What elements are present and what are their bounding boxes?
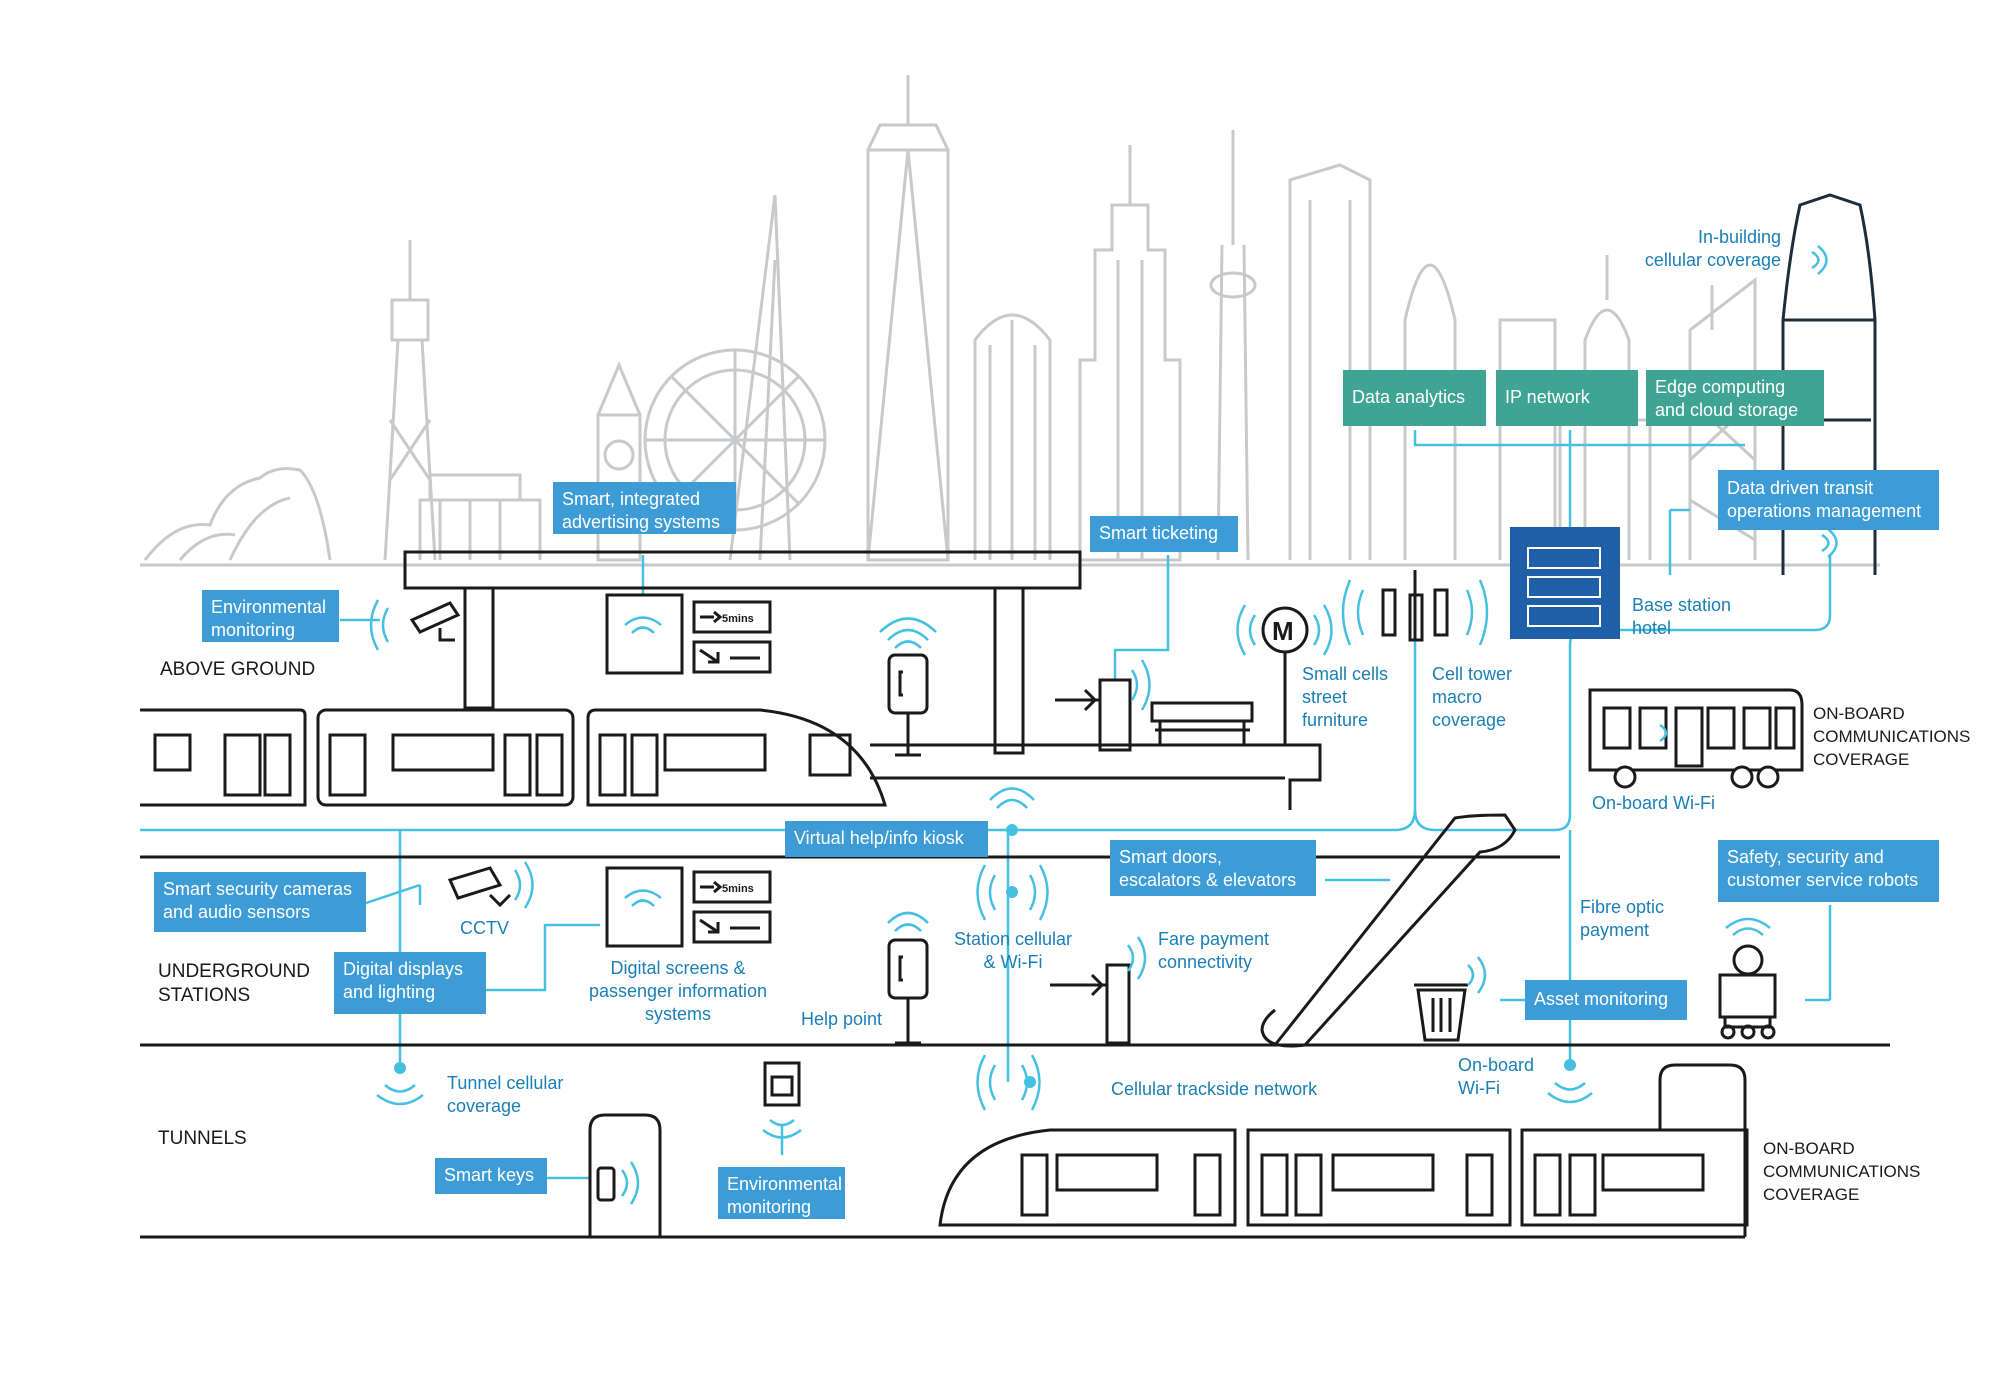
- cell-tower-signal-icon: [1341, 579, 1489, 646]
- help-point-underground: [887, 938, 929, 1045]
- turnstile-underground: [1050, 963, 1131, 1045]
- help-point-above: [887, 653, 929, 757]
- asset-monitoring-box: Asset monitoring: [1525, 980, 1687, 1020]
- cctv-label: CCTV: [460, 918, 509, 938]
- zone-onboard-coverage-top: ON-BOARD COMMUNICATIONS COVERAGE: [1813, 704, 1971, 769]
- waste-bin: [1414, 983, 1468, 1042]
- level-lines: [140, 855, 1890, 1239]
- platform-timetable-sign: [692, 600, 772, 674]
- smart-key-signal-icon: [620, 1161, 640, 1205]
- data-driven-transit-box: Data driven transit operations managemen…: [1718, 470, 1939, 530]
- cell-tower-mast: [1381, 570, 1449, 642]
- digital-screen-underground: [605, 866, 684, 948]
- zone-underground-stations: UNDERGROUND STATIONS: [158, 961, 310, 1006]
- sign-time-bottom: 5mins: [722, 883, 754, 895]
- smart-ticketing-box: Smart ticketing: [1090, 516, 1238, 552]
- data-analytics-box: Data analytics: [1343, 370, 1486, 426]
- tunnel-door: [588, 1113, 662, 1237]
- tunnel-train: [938, 1063, 1749, 1237]
- onboard-wifi-train-label: On-board Wi-Fi: [1458, 1055, 1535, 1098]
- smart-doors-box: Smart doors, escalators & elevators: [1110, 840, 1316, 896]
- small-cell-signal-icon: [1236, 604, 1333, 656]
- bin-signal-icon: [1467, 956, 1487, 994]
- smart-security-box: Smart security cameras and audio sensors: [154, 872, 366, 932]
- cctv-camera-underground: [447, 866, 512, 908]
- kiosk-signal-icon: [989, 787, 1035, 809]
- tunnel-sensor: [763, 1061, 801, 1107]
- metro-sign: [1261, 606, 1309, 745]
- base-station-hotel: [1510, 527, 1620, 639]
- wifi-signal-icon: [624, 616, 662, 634]
- tunnel-cellular-label: Tunnel cellular coverage: [447, 1073, 564, 1116]
- help-point-signal-icon: [887, 911, 929, 932]
- turnstile-above: [1055, 678, 1132, 752]
- bench: [1150, 701, 1254, 745]
- robot-signal-icon: [1725, 917, 1771, 936]
- fare-signal-icon: [1126, 936, 1147, 980]
- advertising-display: [605, 593, 684, 675]
- fibre-optic-label: Fibre optic payment: [1580, 897, 1665, 940]
- safety-robots-box: Safety, security and customer service ro…: [1718, 840, 1939, 902]
- wifi-signal-icon: [1821, 528, 1838, 558]
- trackside-label: Cellular trackside network: [1111, 1079, 1318, 1099]
- in-building-label: In-building cellular coverage: [1644, 227, 1781, 270]
- cctv-camera-above: [409, 601, 461, 642]
- station-cellular-label: Station cellular & Wi-Fi: [953, 929, 1073, 972]
- wifi-signal-icon: [1130, 659, 1151, 711]
- tunnel-sensor-signal-icon: [762, 1119, 802, 1139]
- metro-symbol: M: [1272, 616, 1294, 646]
- zone-above-ground: ABOVE GROUND: [160, 659, 316, 680]
- station-cellular-signal-icon: [976, 864, 1049, 921]
- bus: [1588, 688, 1804, 789]
- platform: [870, 743, 1322, 810]
- smart-advertising-box: Smart, integrated advertising systems: [553, 482, 736, 534]
- environmental-monitoring-tunnel-box: Environmental monitoring: [718, 1167, 845, 1219]
- cell-tower-label: Cell tower macro coverage: [1432, 664, 1513, 730]
- smart-keys-box: Smart keys: [435, 1158, 547, 1194]
- sign-time-top: 5mins: [722, 613, 754, 625]
- station-canopy: [403, 550, 1082, 755]
- zone-onboard-coverage-bottom: ON-BOARD COMMUNICATIONS COVERAGE: [1763, 1139, 1921, 1204]
- escalator: [1260, 813, 1517, 1048]
- tunnel-signal-icon: [376, 1084, 424, 1106]
- small-cells-label: Small cells street furniture: [1302, 664, 1389, 730]
- bus-wifi-icon: [1659, 723, 1668, 743]
- digital-displays-box: Digital displays and lighting: [334, 952, 486, 1014]
- underground-timetable-sign: [692, 870, 772, 944]
- screen-signal-icon: [624, 889, 662, 907]
- wifi-signal-icon: [369, 599, 390, 651]
- edge-computing-box: Edge computing and cloud storage: [1646, 370, 1824, 426]
- onboard-wifi-bus-label: On-board Wi-Fi: [1592, 793, 1716, 813]
- environmental-monitoring-box: Environmental monitoring: [202, 590, 339, 642]
- onboard-wifi-signal-icon: [1547, 1082, 1593, 1104]
- above-ground-train: [140, 708, 888, 807]
- city-skyline: [140, 75, 1880, 567]
- network-nodes: [394, 824, 1576, 1088]
- service-robot: [1718, 944, 1777, 1040]
- base-station-label: Base station hotel: [1632, 595, 1732, 638]
- ip-network-box: IP network: [1496, 370, 1638, 426]
- fare-payment-label: Fare payment connectivity: [1158, 929, 1270, 972]
- help-point-label: Help point: [801, 1009, 883, 1029]
- cctv-signal-icon: [513, 861, 534, 909]
- digital-screens-label: Digital screens & passenger information …: [588, 958, 768, 1024]
- wifi-signal-icon: [879, 617, 937, 649]
- in-building-signal-icon: [1811, 245, 1828, 275]
- zone-tunnels: TUNNELS: [158, 1128, 247, 1149]
- virtual-help-kiosk-box: Virtual help/info kiosk: [785, 821, 988, 857]
